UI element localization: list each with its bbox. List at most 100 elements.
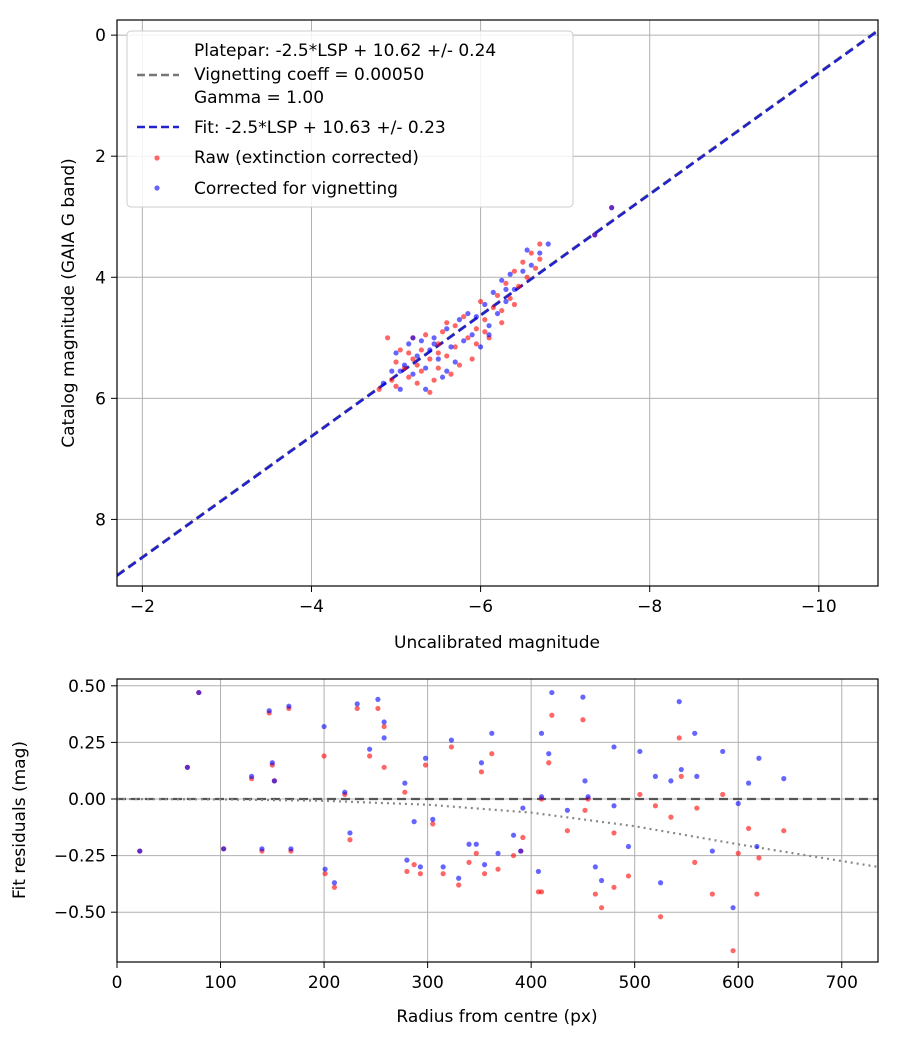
legend-raw-swatch xyxy=(154,155,160,161)
raw-point xyxy=(466,859,472,865)
corrected-point xyxy=(331,880,338,886)
corrected-point xyxy=(538,794,545,800)
top-plot-frame xyxy=(116,19,879,587)
corrected-point xyxy=(511,286,518,292)
bot-x-tick-label: 300 xyxy=(411,973,443,993)
corrected-point xyxy=(423,386,429,392)
raw-point xyxy=(376,386,382,392)
corrected-point xyxy=(448,737,455,743)
corrected-point xyxy=(389,368,395,374)
bot-y-tick-label: 0.50 xyxy=(68,677,106,697)
raw-point xyxy=(668,814,674,820)
legend-label-platepar: Platepar: -2.5*LSP + 10.62 +/- 0.24 xyxy=(194,41,496,61)
corrected-point xyxy=(625,843,632,850)
raw-point xyxy=(397,347,403,353)
raw-point xyxy=(469,356,475,362)
raw-point xyxy=(435,365,441,371)
raw-point xyxy=(694,805,700,811)
raw-point xyxy=(582,807,588,813)
raw-point xyxy=(367,753,373,759)
raw-point xyxy=(520,834,526,841)
raw-point xyxy=(427,356,433,362)
bottom-x-ticks: 0 100 200 300 400 500 600 700 xyxy=(112,962,858,993)
raw-point xyxy=(730,948,736,954)
bottom-y-axis-label: Fit residuals (mag) xyxy=(10,741,30,899)
top-y-ticks: 0 2 4 6 8 xyxy=(95,26,117,530)
bot-x-tick-label: 200 xyxy=(308,973,340,993)
corrected-point xyxy=(611,803,617,809)
corrected-point xyxy=(507,271,513,277)
corrected-point xyxy=(730,905,736,911)
raw-point xyxy=(611,830,617,836)
raw-point xyxy=(528,250,534,256)
corrected-point xyxy=(494,310,501,317)
corrected-point xyxy=(609,205,615,211)
bot-y-tick-label: 0.25 xyxy=(68,733,106,753)
raw-point xyxy=(393,359,399,365)
corrected-point xyxy=(402,780,408,786)
raw-point xyxy=(516,283,522,289)
raw-point xyxy=(745,825,752,832)
corrected-point xyxy=(528,262,534,268)
raw-point xyxy=(510,852,517,859)
corrected-point xyxy=(668,778,674,784)
corrected-point xyxy=(196,689,202,696)
corrected-point xyxy=(481,862,488,868)
corrected-point xyxy=(404,857,410,863)
corrected-point xyxy=(410,371,416,377)
raw-point xyxy=(404,868,410,875)
corrected-point xyxy=(678,766,684,773)
corrected-point xyxy=(781,776,787,782)
raw-point xyxy=(524,274,530,280)
top-legend: Platepar: -2.5*LSP + 10.62 +/- 0.24 Vign… xyxy=(126,30,574,208)
corrected-point xyxy=(423,365,429,371)
corrected-point xyxy=(430,816,436,822)
raw-point xyxy=(473,326,479,332)
corrected-point xyxy=(354,701,360,707)
top-chart: −2 −4 −6 −8 −10 0 2 4 6 8 Uncalibrated magnitude… xyxy=(59,19,879,653)
corrected-point xyxy=(465,310,471,317)
legend-label-fit: Fit: -2.5*LSP + 10.63 +/- 0.23 xyxy=(194,118,446,138)
top-y-tick-label: 2 xyxy=(95,147,106,167)
raw-point xyxy=(549,712,555,718)
corrected-point xyxy=(592,864,598,870)
raw-point xyxy=(692,859,698,865)
corrected-point xyxy=(406,341,412,347)
raw-point xyxy=(495,866,501,872)
raw-point xyxy=(657,914,664,920)
corrected-point xyxy=(456,875,462,881)
corrected-point xyxy=(321,723,327,730)
corrected-point xyxy=(503,298,509,305)
bot-x-tick-label: 400 xyxy=(515,973,547,993)
raw-point xyxy=(444,353,450,359)
bottom-y-ticks: 0.50 0.25 0.00 −0.25 −0.50 xyxy=(54,677,117,923)
raw-point xyxy=(477,298,484,305)
corrected-point xyxy=(221,846,227,852)
corrected-point xyxy=(538,730,545,736)
corrected-point xyxy=(486,323,492,329)
corrected-point xyxy=(489,730,495,736)
raw-point xyxy=(439,329,446,335)
corrected-point xyxy=(444,326,450,332)
corrected-point xyxy=(266,708,272,714)
raw-point xyxy=(448,371,454,377)
top-y-tick-label: 8 xyxy=(95,510,106,530)
raw-point xyxy=(637,791,643,798)
corrected-point xyxy=(401,362,408,368)
corrected-point xyxy=(410,335,416,341)
corrected-point xyxy=(452,359,458,365)
top-x-axis-label: Uncalibrated magnitude xyxy=(394,633,600,653)
corrected-point xyxy=(745,780,752,786)
corrected-point xyxy=(444,368,450,374)
corrected-point xyxy=(477,344,484,350)
raw-point xyxy=(322,871,328,877)
corrected-point xyxy=(417,864,423,870)
corrected-point xyxy=(414,353,420,359)
raw-point xyxy=(321,753,327,759)
raw-point xyxy=(625,873,632,879)
bottom-chart: 0 100 200 300 400 500 600 700 0.50 0.25 0.00 −0.25… xyxy=(10,677,879,1027)
top-x-tick-label: −6 xyxy=(468,597,493,617)
corrected-point xyxy=(580,694,586,700)
raw-point xyxy=(456,362,463,368)
